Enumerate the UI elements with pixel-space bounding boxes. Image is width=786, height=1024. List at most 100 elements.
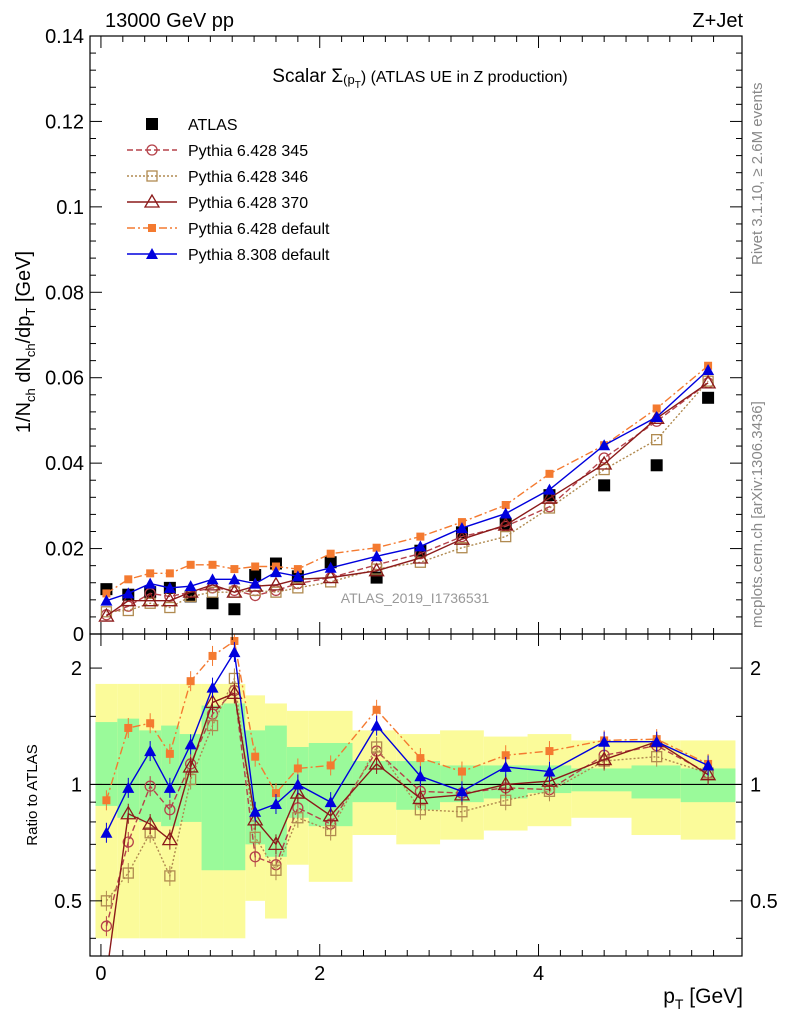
ratio-x-tick-label: 0 (95, 963, 106, 985)
ratio-plot-frame (89, 633, 743, 957)
band-inner (117, 718, 140, 818)
ratio-y-tick-label-right: 2 (750, 658, 761, 680)
marker-pythia-6-428-default (545, 469, 554, 478)
ratio-marker-pythia-6-428-default (457, 767, 466, 776)
ratio-marker-pythia-6-428-370 (699, 766, 717, 781)
main-data-marks (98, 361, 717, 622)
marker-pythia-6-428-346 (500, 530, 512, 543)
marker-atlas (650, 459, 663, 472)
series-pythia-6-428-346 (100, 375, 714, 618)
legend: ATLAS Pythia 6.428 345 Pythia 6.428 346 Pyt… (127, 117, 330, 264)
ratio-marker-pythia-6-428-default (545, 747, 554, 756)
marker-pythia-6-428-370 (497, 516, 514, 531)
legend-item-pythia-6-428-default: Pythia 6.428 default (127, 221, 330, 238)
marker-pythia-8-308-default (598, 439, 611, 451)
ratio-marker-pythia-6-428-370 (541, 772, 558, 787)
legend-label-atlas: ATLAS (188, 117, 238, 134)
y-axis-label: 1/Nch dNch/dpT [GeV] (13, 251, 38, 433)
ratio-marker-pythia-6-428-370 (120, 805, 137, 820)
marker-pythia-6-428-default (372, 543, 381, 552)
ratio-x-tick-label: 2 (314, 963, 325, 985)
marker-pythia-8-308-default (702, 364, 715, 376)
ratio-marker-pythia-8-308-default (499, 760, 512, 772)
legend-label-pythia-6-428-default: Pythia 6.428 default (188, 221, 330, 238)
line-pythia-6-428-default (106, 365, 709, 595)
ratio-marker-pythia-8-308-default (206, 681, 219, 693)
legend-item-pythia-6-428-370: Pythia 6.428 370 (127, 193, 308, 212)
legend-label-pythia-8-308-default: Pythia 8.308 default (188, 247, 330, 264)
ratio-marker-pythia-8-308-default (414, 770, 427, 782)
ratio-marker-pythia-8-308-default (598, 735, 611, 747)
marker-pythia-8-308-default (370, 550, 383, 562)
marker-pythia-6-428-370 (322, 569, 339, 584)
marker-pythia-6-428-346 (292, 582, 304, 594)
series-pythia-8-308-default (100, 364, 715, 606)
ratio-series-pythia-8-308-default (100, 642, 715, 843)
marker-atlas (370, 571, 383, 584)
ratio-marker-pythia-6-428-default (293, 764, 302, 773)
marker-pythia-8-308-default (291, 570, 304, 582)
ratio-marker-pythia-8-308-default (650, 735, 663, 747)
ratio-marker-pythia-8-308-default (455, 785, 468, 797)
marker-pythia-8-308-default (455, 522, 468, 534)
ratio-marker-pythia-6-428-default (326, 761, 335, 770)
marker-pythia-8-308-default (144, 577, 157, 589)
marker-pythia-8-308-default (100, 594, 113, 606)
ratio-marker-pythia-6-428-370 (142, 815, 159, 830)
ratio-marker-pythia-8-308-default (100, 826, 113, 838)
marker-atlas (702, 391, 715, 404)
marker-pythia-8-308-default (543, 483, 556, 495)
header-left: 13000 GeV pp (105, 10, 234, 32)
main-y-tick-label: 0.1 (56, 197, 84, 219)
marker-pythia-8-308-default (499, 507, 512, 519)
ratio-marker-pythia-8-308-default (249, 805, 262, 817)
marker-pythia-6-428-370 (541, 489, 558, 504)
legend-marker-pythia-6-428-default (148, 224, 156, 232)
line-pythia-6-428-346 (106, 380, 709, 613)
legend-item-atlas: ATLAS (146, 117, 238, 134)
ratio-marker-pythia-6-428-346 (292, 812, 304, 824)
marker-pythia-6-428-346 (206, 586, 219, 598)
ratio-marker-pythia-6-428-346 (249, 831, 261, 843)
ratio-marker-pythia-8-308-default (144, 745, 157, 757)
ratio-marker-pythia-6-428-370 (412, 790, 429, 805)
marker-pythia-6-428-370 (648, 410, 665, 424)
main-plot-panel: 0 0.02 0.04 0.06 0.08 0.1 0.12 0.14 ATLAS_2019_… (13, 26, 743, 646)
ratio-marker-pythia-6-428-default (102, 796, 111, 805)
main-y-tick-label: 0.06 (45, 368, 84, 390)
ratio-y-tick-label-right: 1 (750, 774, 761, 796)
ratio-marker-pythia-8-308-default (163, 781, 176, 793)
legend-item-pythia-6-428-346: Pythia 6.428 346 (127, 169, 308, 186)
ratio-marker-pythia-6-428-346 (164, 870, 176, 882)
ratio-y-tick-label-right: 0.5 (750, 891, 778, 913)
ratio-marker-pythia-6-428-370 (161, 831, 178, 846)
ratio-marker-pythia-6-428-default (501, 751, 510, 760)
main-x-ticks (100, 36, 715, 634)
marker-pythia-6-428-370 (596, 455, 613, 470)
marker-pythia-8-308-default (206, 573, 219, 585)
ratio-marker-pythia-6-428-346 (270, 864, 282, 876)
marker-pythia-6-428-default (186, 560, 195, 569)
ratio-y-tick-label: 2 (71, 658, 82, 680)
ratio-marker-pythia-6-428-370 (497, 776, 514, 791)
ratio-marker-pythia-6-428-345 (100, 920, 113, 932)
ratio-marker-pythia-6-428-default (251, 752, 260, 761)
marker-pythia-6-428-370 (368, 562, 385, 577)
marker-pythia-6-428-default (165, 569, 174, 578)
marker-pythia-6-428-370 (226, 583, 243, 598)
legend-marker-pythia-6-428-370 (143, 193, 161, 208)
ratio-marker-pythia-6-428-370 (289, 784, 306, 799)
ratio-marker-pythia-8-308-default (324, 796, 337, 808)
ratio-plot-panel: 0.5 0.5 1 1 2 2 0 2 4 Ratio to ATLAS pT [GeV] (24, 633, 778, 1012)
marker-pythia-8-308-default (163, 581, 176, 593)
legend-item-pythia-6-428-345: Pythia 6.428 345 (127, 143, 308, 160)
marker-pythia-6-428-370 (161, 592, 178, 607)
line-pythia-8-308-default (106, 369, 709, 602)
marker-pythia-8-308-default (650, 411, 663, 423)
marker-pythia-6-428-default (501, 501, 510, 510)
marker-pythia-6-428-default (102, 589, 111, 598)
mcplots-label: mcplots.cern.ch [arXiv:1306.3436] (749, 401, 766, 628)
ratio-marker-pythia-6-428-346 (500, 794, 512, 806)
ratio-marker-pythia-6-428-370 (226, 685, 243, 700)
ratio-marker-pythia-6-428-default (124, 723, 133, 732)
